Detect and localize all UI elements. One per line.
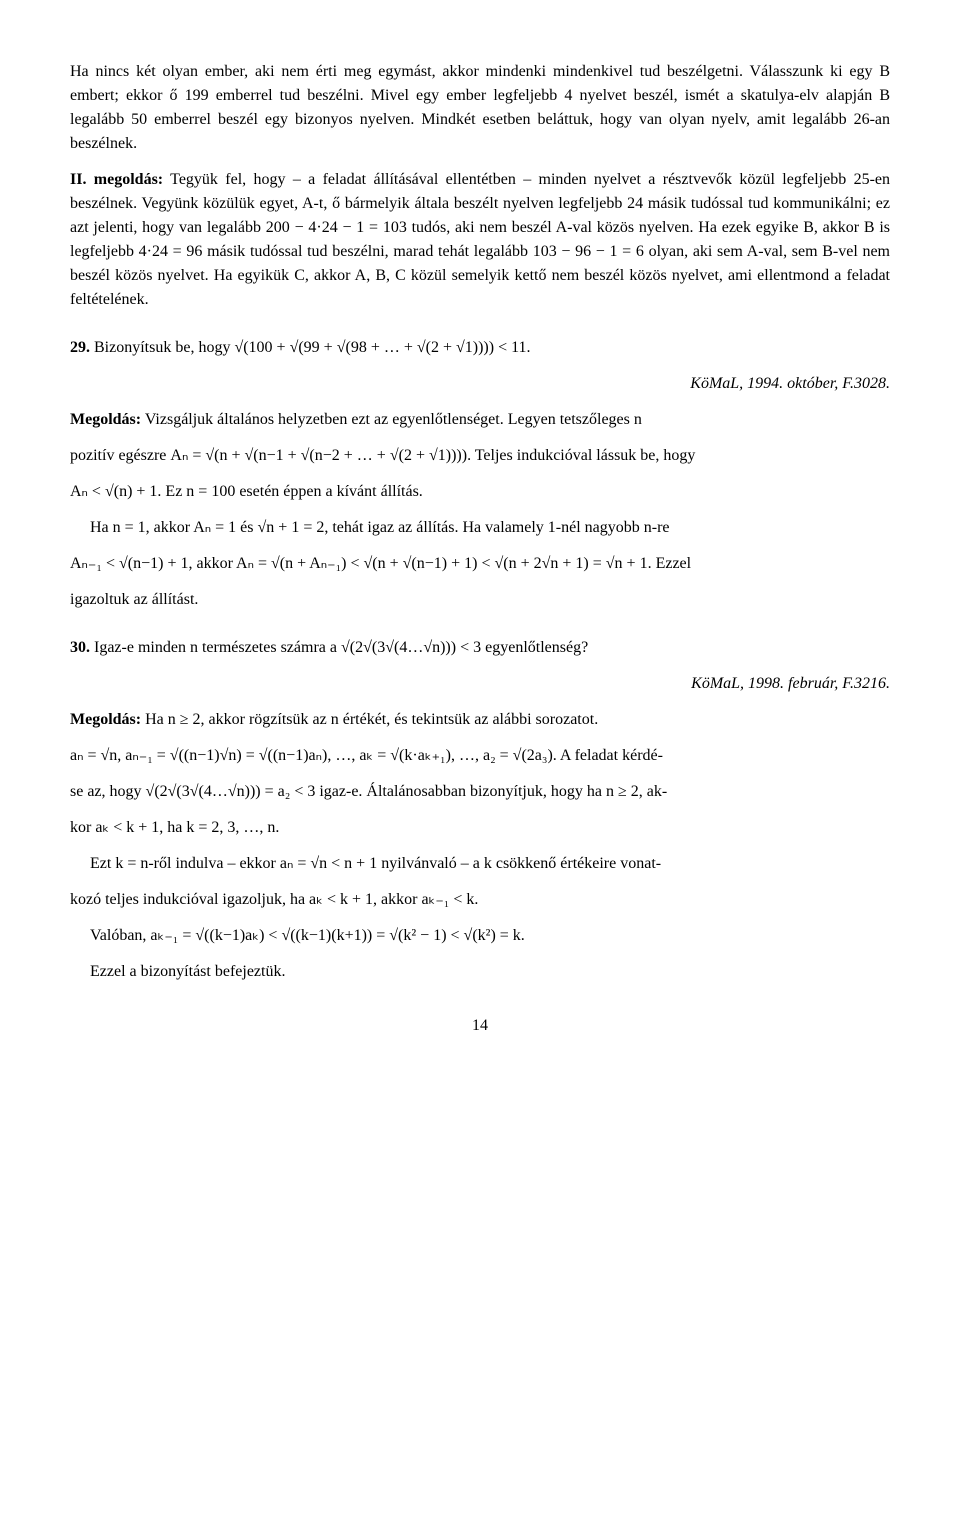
solution-30-p3: se az, hogy √(2√(3√(4…√n))) = a₂ < 3 iga…: [70, 780, 890, 804]
solution-2-lead: II. megoldás:: [70, 171, 163, 188]
solution-2: II. megoldás: Tegyük fel, hogy – a felad…: [70, 168, 890, 312]
solution-30-p1: Megoldás: Ha n ≥ 2, akkor rögzítsük az n…: [70, 708, 890, 732]
solution-29-p4a: Ha n = 1, akkor Aₙ = 1 és √n + 1 = 2, te…: [70, 516, 890, 540]
solution-2-text: Tegyük fel, hogy – a feladat állításával…: [70, 171, 890, 308]
problem-29-num: 29.: [70, 339, 90, 356]
solution-30-p6: kozó teljes indukcióval igazoljuk, ha aₖ…: [70, 888, 890, 912]
solution-30-p7: Valóban, aₖ₋₁ = √((k−1)aₖ) < √((k−1)(k+1…: [70, 924, 890, 948]
problem-30-num: 30.: [70, 639, 90, 656]
solution-30-lead: Megoldás:: [70, 711, 141, 728]
problem-30-source: KöMaL, 1998. február, F.3216.: [70, 672, 890, 696]
solution-29-p4b: Aₙ₋₁ < √(n−1) + 1, akkor Aₙ = √(n + Aₙ₋₁…: [70, 552, 890, 576]
problem-29-source: KöMaL, 1994. október, F.3028.: [70, 372, 890, 396]
problem-30-text2: egyenlőtlenség?: [481, 639, 588, 656]
solution-29-p2b: . Teljes indukcióval lássuk be, hogy: [467, 447, 695, 464]
page-number: 14: [70, 1014, 890, 1038]
solution-29-p2a: pozitív egészre: [70, 447, 170, 464]
solution-30-p2: aₙ = √n, aₙ₋₁ = √((n−1)√n) = √((n−1)aₙ),…: [70, 744, 890, 768]
solution-29-p2-formula: Aₙ = √(n + √(n−1 + √(n−2 + … + √(2 + √1)…: [170, 447, 467, 464]
solution-29-p2: pozitív egészre Aₙ = √(n + √(n−1 + √(n−2…: [70, 444, 890, 468]
paragraph-1: Ha nincs két olyan ember, aki nem érti m…: [70, 60, 890, 156]
problem-30: 30. Igaz-e minden n természetes számra a…: [70, 636, 890, 660]
solution-30-p4: kor aₖ < k + 1, ha k = 2, 3, …, n.: [70, 816, 890, 840]
solution-29-text1: Vizsgáljuk általános helyzetben ezt az e…: [141, 411, 642, 428]
solution-30-p5: Ezt k = n-ről indulva – ekkor aₙ = √n < …: [70, 852, 890, 876]
solution-30-p8: Ezzel a bizonyítást befejeztük.: [70, 960, 890, 984]
solution-29-p1: Megoldás: Vizsgáljuk általános helyzetbe…: [70, 408, 890, 432]
problem-29-formula: √(100 + √(99 + √(98 + … + √(2 + √1)))) <…: [234, 339, 530, 356]
solution-29-p3: Aₙ < √(n) + 1. Ez n = 100 esetén éppen a…: [70, 480, 890, 504]
solution-30-text1: Ha n ≥ 2, akkor rögzítsük az n értékét, …: [141, 711, 598, 728]
problem-30-formula: √(2√(3√(4…√n))) < 3: [341, 639, 481, 656]
problem-29: 29. Bizonyítsuk be, hogy √(100 + √(99 + …: [70, 336, 890, 360]
problem-29-text: Bizonyítsuk be, hogy: [90, 339, 234, 356]
problem-30-text: Igaz-e minden n természetes számra a: [90, 639, 341, 656]
solution-29-p4c: igazoltuk az állítást.: [70, 588, 890, 612]
solution-29-lead: Megoldás:: [70, 411, 141, 428]
